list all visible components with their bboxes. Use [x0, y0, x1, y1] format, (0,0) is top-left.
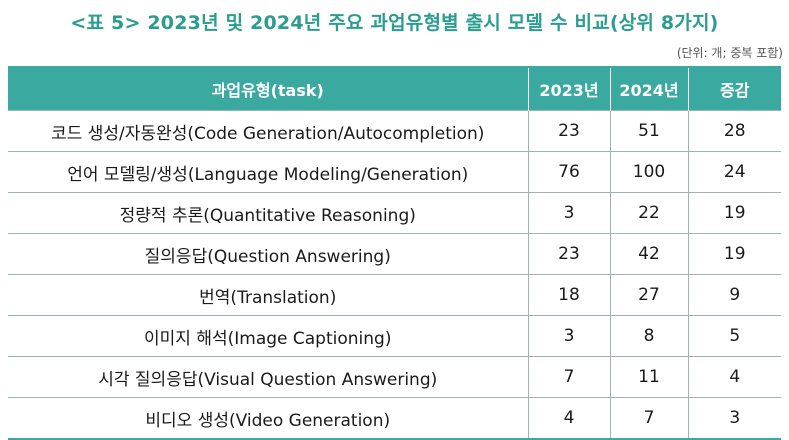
- count-2024-cell: 7: [609, 397, 688, 440]
- table-row: 번역(Translation) 18 27 9: [8, 274, 781, 316]
- count-2024-cell: 22: [609, 192, 688, 234]
- count-2024-cell: 42: [609, 233, 688, 275]
- table-title: <표 5> 2023년 및 2024년 주요 과업유형별 출시 모델 수 비교(…: [70, 12, 719, 34]
- change-cell: 5: [687, 315, 781, 357]
- change-cell: 9: [687, 274, 781, 316]
- count-2023-cell: 3: [527, 192, 610, 234]
- change-cell: 3: [687, 397, 781, 440]
- task-cell: 정량적 추론(Quantitative Reasoning): [8, 192, 528, 234]
- header-row: 과업유형(task) 2023년 2024년 증감: [8, 66, 781, 111]
- table-row: 비디오 생성(Video Generation) 4 7 3: [8, 397, 781, 440]
- header-change: 증감: [687, 66, 781, 111]
- task-cell: 번역(Translation): [8, 274, 528, 316]
- count-2023-cell: 18: [527, 274, 610, 316]
- count-2024-cell: 11: [609, 356, 688, 398]
- change-cell: 19: [687, 233, 781, 275]
- change-cell: 4: [687, 356, 781, 398]
- task-cell: 시각 질의응답(Visual Question Answering): [8, 356, 528, 398]
- task-cell: 이미지 해석(Image Captioning): [8, 315, 528, 357]
- header-2023: 2023년: [527, 66, 610, 111]
- count-2024-cell: 27: [609, 274, 688, 316]
- change-cell: 28: [687, 110, 781, 152]
- count-2023-cell: 7: [527, 356, 610, 398]
- header-task: 과업유형(task): [8, 66, 528, 111]
- table-row: 코드 생성/자동완성(Code Generation/Autocompletio…: [8, 110, 781, 152]
- table-row: 정량적 추론(Quantitative Reasoning) 3 22 19: [8, 192, 781, 234]
- comparison-table: 과업유형(task) 2023년 2024년 증감 코드 생성/자동완성(Cod…: [8, 66, 781, 440]
- table-row: 시각 질의응답(Visual Question Answering) 7 11 …: [8, 356, 781, 398]
- count-2023-cell: 23: [527, 110, 610, 152]
- task-cell: 질의응답(Question Answering): [8, 233, 528, 275]
- table-row: 질의응답(Question Answering) 23 42 19: [8, 233, 781, 275]
- table-row: 언어 모델링/생성(Language Modeling/Generation) …: [8, 151, 781, 193]
- task-cell: 코드 생성/자동완성(Code Generation/Autocompletio…: [8, 110, 528, 152]
- count-2023-cell: 4: [527, 397, 610, 440]
- count-2024-cell: 8: [609, 315, 688, 357]
- change-cell: 19: [687, 192, 781, 234]
- count-2024-cell: 100: [609, 151, 688, 193]
- count-2023-cell: 3: [527, 315, 610, 357]
- unit-note: (단위: 개; 중복 포함): [676, 46, 783, 60]
- change-cell: 24: [687, 151, 781, 193]
- count-2024-cell: 51: [609, 110, 688, 152]
- count-2023-cell: 23: [527, 233, 610, 275]
- table-row: 이미지 해석(Image Captioning) 3 8 5: [8, 315, 781, 357]
- task-cell: 언어 모델링/생성(Language Modeling/Generation): [8, 151, 528, 193]
- count-2023-cell: 76: [527, 151, 610, 193]
- task-cell: 비디오 생성(Video Generation): [8, 397, 528, 440]
- header-2024: 2024년: [609, 66, 688, 111]
